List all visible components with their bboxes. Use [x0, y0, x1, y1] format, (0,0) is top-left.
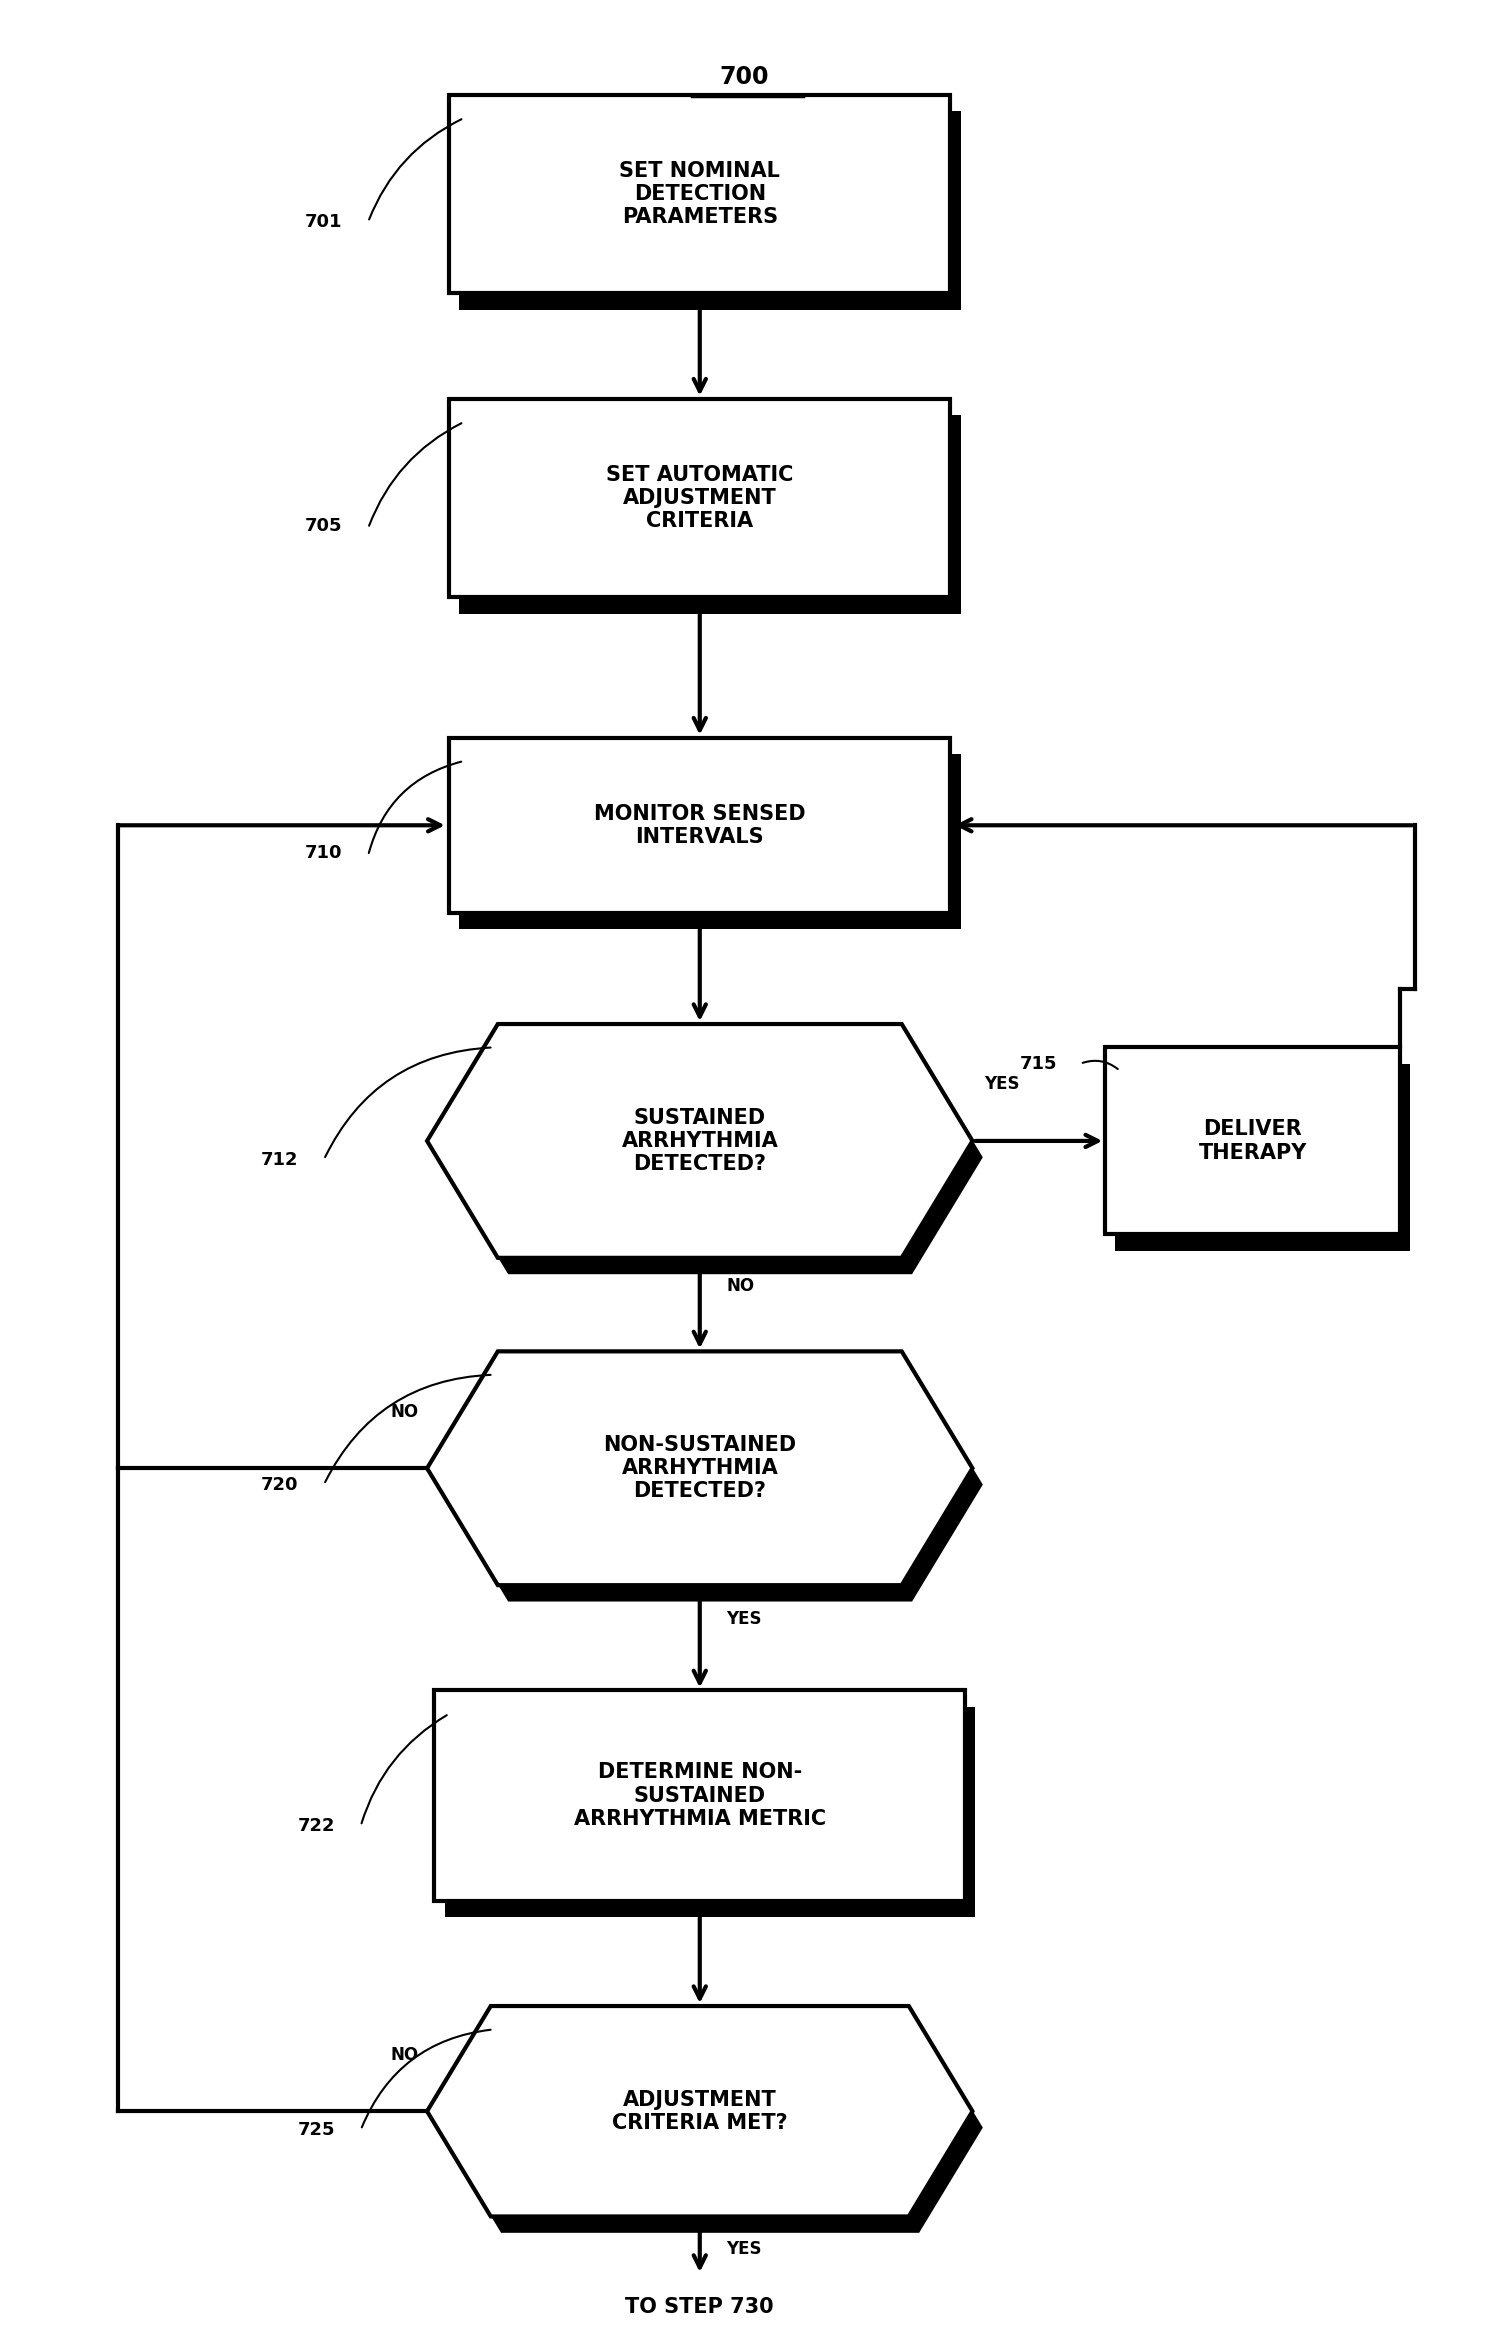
Text: SET AUTOMATIC
ADJUSTMENT
CRITERIA: SET AUTOMATIC ADJUSTMENT CRITERIA [606, 466, 793, 532]
Bar [449, 94, 951, 294]
Text: SUSTAINED
ARRHYTHMIA
DETECTED?: SUSTAINED ARRHYTHMIA DETECTED? [622, 1108, 778, 1174]
Text: YES: YES [726, 1609, 762, 1628]
Text: YES: YES [984, 1075, 1019, 1094]
Text: 720: 720 [260, 1475, 299, 1494]
Bar [460, 414, 961, 614]
Bar [1116, 1063, 1411, 1251]
Text: YES: YES [726, 2239, 762, 2258]
Bar [449, 739, 951, 913]
Bar [449, 397, 951, 597]
Text: SET NOMINAL
DETECTION
PARAMETERS: SET NOMINAL DETECTION PARAMETERS [619, 160, 780, 228]
Polygon shape [427, 1023, 973, 1258]
Text: DETERMINE NON-
SUSTAINED
ARRHYTHMIA METRIC: DETERMINE NON- SUSTAINED ARRHYTHMIA METR… [574, 1762, 826, 1830]
Bar [1106, 1047, 1400, 1235]
Polygon shape [437, 1040, 982, 1275]
Polygon shape [427, 2006, 973, 2216]
Text: DELIVER
THERAPY: DELIVER THERAPY [1198, 1120, 1306, 1162]
Bar [434, 1691, 966, 1900]
Bar [445, 1708, 976, 1917]
Text: ADJUSTMENT
CRITERIA MET?: ADJUSTMENT CRITERIA MET? [612, 2089, 787, 2133]
Text: TO STEP 730: TO STEP 730 [625, 2298, 774, 2317]
Text: 700: 700 [719, 66, 769, 89]
Text: NO: NO [726, 1277, 754, 1294]
Text: 712: 712 [260, 1150, 299, 1169]
Text: NO: NO [390, 1402, 418, 1421]
Text: MONITOR SENSED
INTERVALS: MONITOR SENSED INTERVALS [594, 804, 805, 847]
Bar [460, 111, 961, 310]
Text: 710: 710 [305, 844, 342, 863]
Text: 705: 705 [305, 517, 342, 534]
Bar [460, 755, 961, 929]
Polygon shape [437, 1369, 982, 1602]
Text: 715: 715 [1021, 1054, 1058, 1073]
Text: 701: 701 [305, 214, 342, 230]
Text: NON-SUSTAINED
ARRHYTHMIA
DETECTED?: NON-SUSTAINED ARRHYTHMIA DETECTED? [603, 1435, 796, 1501]
Text: 722: 722 [298, 1818, 335, 1835]
Polygon shape [437, 2023, 982, 2232]
Text: 725: 725 [298, 2122, 335, 2138]
Polygon shape [427, 1352, 973, 1585]
Text: NO: NO [390, 2046, 418, 2063]
